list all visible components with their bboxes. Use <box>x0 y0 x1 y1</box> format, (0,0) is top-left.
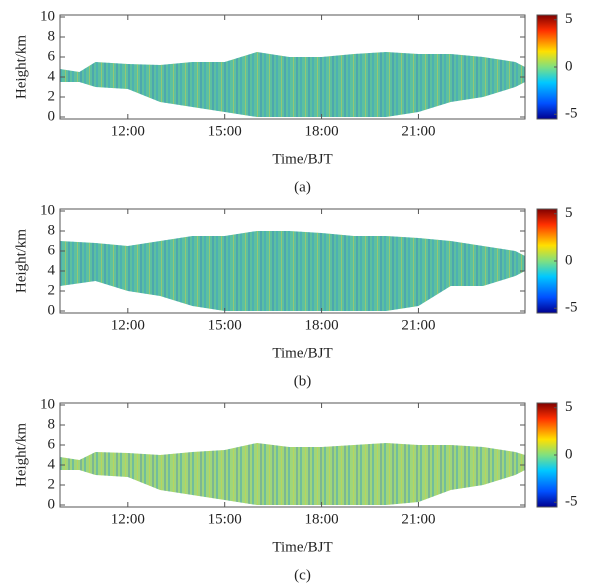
plot-frame <box>59 14 526 120</box>
x-tick-label: 21:00 <box>401 123 435 139</box>
y-axis-label: Height/km <box>13 423 29 487</box>
colorbar-tick-label: 0 <box>565 252 573 268</box>
plot-frame <box>59 208 526 314</box>
y-tick-label: 0 <box>48 496 56 512</box>
y-tick-label: 0 <box>48 302 56 318</box>
y-axis-label: Height/km <box>13 229 29 293</box>
y-tick-label: 6 <box>48 48 56 64</box>
x-tick-label: 12:00 <box>111 123 145 139</box>
x-axis-label: Time/BJT <box>272 151 332 167</box>
x-tick-label: 15:00 <box>208 511 242 527</box>
cloud-texture <box>60 52 525 117</box>
x-axis-label: Time/BJT <box>272 539 332 555</box>
x-tick-label: 15:00 <box>208 123 242 139</box>
y-tick-label: 4 <box>48 262 56 278</box>
colorbar-tick-label: 5 <box>565 11 573 27</box>
y-tick-label: 10 <box>40 396 55 412</box>
colorbar-tick-label: 0 <box>565 446 573 462</box>
panel-caption: (a) <box>294 179 311 195</box>
colorbar-tick-label: -5 <box>565 494 578 510</box>
colorbar-tick-label: -5 <box>565 300 578 316</box>
y-tick-label: 8 <box>48 28 56 44</box>
y-tick-label: 0 <box>48 108 56 124</box>
cloud-texture <box>60 231 525 311</box>
x-tick-label: 12:00 <box>111 511 145 527</box>
x-axis-label: Time/BJT <box>272 345 332 361</box>
panel-caption: (b) <box>294 373 312 389</box>
y-tick-label: 8 <box>48 222 56 238</box>
y-tick-label: 2 <box>48 282 56 298</box>
y-tick-label: 6 <box>48 436 56 452</box>
y-tick-label: 4 <box>48 68 56 84</box>
y-tick-label: 10 <box>40 202 55 218</box>
x-tick-label: 18:00 <box>304 317 338 333</box>
colorbar-tick-label: -5 <box>565 106 578 122</box>
x-tick-label: 21:00 <box>401 511 435 527</box>
y-tick-label: 10 <box>40 8 55 24</box>
plot-frame <box>59 402 526 508</box>
x-tick-label: 15:00 <box>208 317 242 333</box>
x-tick-label: 12:00 <box>111 317 145 333</box>
y-tick-label: 2 <box>48 476 56 492</box>
colorbar-tick-label: 5 <box>565 205 573 221</box>
x-tick-label: 18:00 <box>304 511 338 527</box>
x-tick-label: 18:00 <box>304 123 338 139</box>
y-tick-label: 4 <box>48 456 56 472</box>
y-axis-label: Height/km <box>13 35 29 99</box>
y-tick-label: 2 <box>48 88 56 104</box>
colorbar-tick-label: 5 <box>565 399 573 415</box>
y-tick-label: 8 <box>48 416 56 432</box>
colorbar-tick-label: 0 <box>565 58 573 74</box>
y-tick-label: 6 <box>48 242 56 258</box>
x-tick-label: 21:00 <box>401 317 435 333</box>
cloud-texture <box>60 443 525 505</box>
panel-caption: (c) <box>294 567 311 583</box>
